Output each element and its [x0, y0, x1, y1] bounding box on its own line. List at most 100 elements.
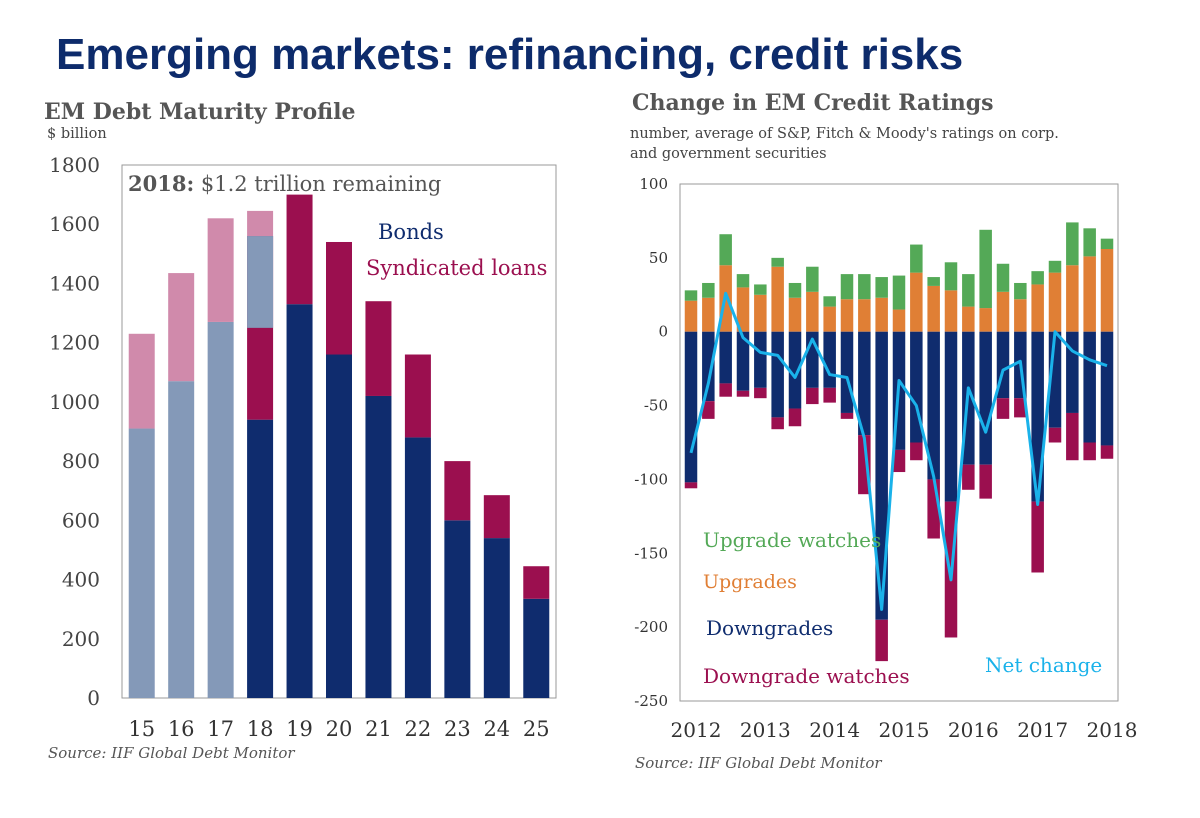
right-bar-downgrade-watches: [996, 398, 1010, 419]
right-bar-downgrades: [979, 331, 992, 465]
right-bar-upgrades: [684, 300, 698, 332]
right-bar-downgrade-watches: [702, 401, 715, 419]
right-y-tick-label: 0: [658, 323, 668, 341]
right-bar-downgrade-watches: [719, 383, 732, 397]
left-bar-loans: [404, 354, 431, 438]
right-bar-downgrades: [927, 331, 940, 480]
right-bar-downgrade-watches: [892, 449, 906, 473]
left-bar-loans: [483, 495, 510, 539]
left-x-tick-label: 16: [168, 717, 195, 741]
left-bar-loans: [168, 273, 195, 382]
right-bar-downgrade-watches: [1100, 445, 1114, 459]
right-legend-net-change: Net change: [985, 653, 1102, 677]
right-bar-upgrade-watches: [875, 277, 888, 298]
right-chart-source: Source: IIF Global Debt Monitor: [635, 754, 882, 772]
right-bar-upgrade-watches: [944, 262, 958, 291]
right-net-change-line: [689, 291, 1108, 611]
right-chart: -250 -200 -150 -100 -50 0 50 100 2012 2013 2014 201…: [634, 175, 1137, 742]
right-bar-downgrades: [702, 331, 715, 402]
right-bar-downgrades: [858, 331, 871, 436]
left-x-tick-label: 20: [326, 717, 353, 741]
right-bar-downgrade-watches: [684, 482, 698, 489]
left-bar-bonds: [365, 395, 392, 698]
right-bar-upgrade-watches: [840, 274, 854, 300]
right-bar-upgrade-watches: [1048, 260, 1062, 273]
right-bar-upgrades: [962, 306, 975, 332]
right-bar-upgrades: [875, 297, 888, 332]
right-bar-upgrade-watches: [979, 229, 992, 309]
right-bar-upgrade-watches: [1031, 271, 1044, 285]
left-y-tick-label: 0: [87, 686, 100, 710]
left-bar-bonds: [326, 354, 352, 698]
right-bar-upgrade-watches: [858, 274, 871, 300]
left-bar-loans: [286, 194, 313, 305]
right-bar-downgrades: [1100, 331, 1114, 446]
right-bar-upgrade-watches: [910, 244, 923, 273]
right-bar-upgrades: [736, 287, 750, 332]
right-bar-upgrade-watches: [684, 290, 698, 301]
left-y-tick-label: 1200: [49, 331, 100, 355]
right-bar-downgrades: [771, 331, 784, 418]
left-y-tick-label: 600: [62, 508, 100, 532]
left-x-tick-label: 19: [286, 717, 313, 741]
right-bar-downgrade-watches: [962, 464, 975, 490]
right-legend-upgrades: Upgrades: [703, 571, 797, 593]
left-x-tick-label: 17: [207, 717, 234, 741]
right-bar-upgrades: [910, 272, 923, 332]
left-bar-loans: [444, 461, 471, 521]
right-x-tick-label: 2017: [1017, 718, 1068, 742]
right-bar-upgrades: [927, 285, 940, 332]
left-bar-bonds: [523, 598, 550, 698]
right-bar-upgrade-watches: [736, 274, 750, 288]
right-bar-upgrades: [892, 309, 906, 332]
right-x-tick-label: 2015: [879, 718, 930, 742]
right-bar-upgrade-watches: [1100, 238, 1114, 249]
left-y-tick-label: 1400: [49, 271, 100, 295]
left-bar-loans: [365, 301, 392, 396]
right-y-tick-label: 50: [649, 249, 668, 267]
left-bar-loans: [523, 566, 550, 599]
right-bar-upgrade-watches: [771, 257, 784, 267]
left-bar-loans: [128, 333, 155, 429]
left-x-tick-label: 15: [128, 717, 155, 741]
right-bar-upgrade-watches: [962, 274, 975, 307]
left-y-tick-label: 1000: [49, 390, 100, 414]
right-bar-downgrade-watches: [875, 619, 888, 662]
left-y-tick-label: 1800: [49, 153, 100, 177]
right-bar-upgrades: [771, 266, 784, 332]
left-bar-bonds: [483, 538, 510, 698]
right-bar-upgrade-watches: [823, 296, 836, 307]
left-x-tick-label: 25: [523, 717, 550, 741]
right-bar-downgrade-watches: [910, 442, 923, 461]
right-bar-upgrades: [788, 297, 802, 332]
right-bar-downgrades: [788, 331, 802, 409]
left-y-tick-label: 200: [62, 627, 100, 651]
right-x-tick-label: 2016: [948, 718, 999, 742]
right-x-tick-label: 2014: [809, 718, 860, 742]
left-annotation-text: $1.2 trillion remaining: [194, 172, 441, 196]
right-bar-upgrades: [1083, 256, 1096, 332]
left-bar-bonds: [207, 321, 234, 698]
right-chart-title: Change in EM Credit Ratings: [632, 90, 994, 116]
right-bar-upgrade-watches: [719, 234, 732, 266]
right-bar-upgrades: [996, 291, 1010, 332]
left-bar-loans: [207, 218, 234, 322]
right-bar-downgrades: [840, 331, 854, 413]
left-annotation: 2018: $1.2 trillion remaining: [128, 171, 441, 196]
left-y-tick-label: 800: [62, 449, 100, 473]
left-bar-bonds: [444, 520, 471, 698]
right-chart-subtitle-line1: number, average of S&P, Fitch & Moody's …: [630, 126, 1059, 142]
right-bar-upgrade-watches: [1014, 282, 1027, 300]
right-bar-downgrade-watches: [1083, 442, 1096, 461]
right-bar-upgrades: [1066, 265, 1079, 332]
left-x-tick-label: 22: [405, 717, 432, 741]
right-bar-upgrade-watches: [1066, 222, 1079, 266]
right-bar-downgrades: [823, 331, 836, 388]
right-bar-upgrade-watches: [996, 263, 1010, 292]
right-bar-downgrade-watches: [1031, 501, 1044, 573]
right-bar-downgrades: [684, 331, 698, 483]
right-bar-downgrade-watches: [823, 387, 836, 403]
left-chart-unit: $ billion: [47, 126, 107, 142]
right-legend-downgrade-watches: Downgrade watches: [703, 664, 910, 688]
left-x-tick-label: 18: [247, 717, 274, 741]
